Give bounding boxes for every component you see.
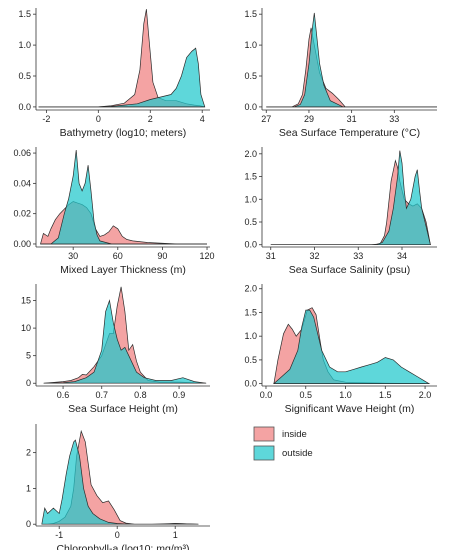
x-tick-label: 30 [68, 251, 78, 261]
x-tick-label: 34 [397, 251, 407, 261]
y-tick-label: 2.0 [244, 284, 257, 294]
y-tick-label: 1.5 [18, 9, 31, 19]
y-tick-label: 5 [26, 351, 31, 361]
x-tick-label: 4 [200, 114, 205, 124]
y-tick-label: 0.5 [18, 71, 31, 81]
y-tick-label: 1 [26, 483, 31, 493]
y-tick-label: 0.04 [13, 178, 31, 188]
x-axis-title: Chlorophyll-a (log10; mg/m³) [56, 543, 189, 550]
y-tick-label: 0.00 [13, 239, 31, 249]
x-axis-title: Bathymetry (log10; meters) [60, 127, 187, 139]
density-panel-sea-surface-salinity: 31 32 33 34 0.0 0.5 1.0 1.5 2.0 Sea Surface Salin… [244, 147, 437, 276]
y-tick-label: 0.5 [244, 217, 257, 227]
x-axis-title: Significant Wave Height (m) [285, 403, 415, 415]
x-tick-label: -1 [55, 530, 63, 540]
density-area-outside [270, 150, 431, 246]
density-area-inside [266, 27, 437, 108]
y-tick-label: 2.0 [244, 149, 257, 159]
legend-label-outside: outside [282, 448, 313, 459]
x-axis-title: Sea Surface Salinity (psu) [289, 264, 410, 276]
density-area-outside [38, 47, 206, 108]
y-tick-label: 1.0 [18, 40, 31, 50]
x-axis-title: Sea Surface Height (m) [68, 403, 178, 415]
density-area-outside [43, 299, 207, 384]
y-tick-label: 0.5 [244, 355, 257, 365]
y-tick-label: 2 [26, 448, 31, 458]
y-tick-label: 1.5 [244, 9, 257, 19]
y-tick-label: 1.5 [244, 172, 257, 182]
x-tick-label: 0 [96, 114, 101, 124]
y-tick-label: 15 [21, 296, 31, 306]
x-tick-label: 0.0 [260, 390, 273, 400]
x-axis-title: Mixed Layer Thickness (m) [60, 264, 186, 276]
density-panel-mixed-layer-thickness: 30 60 90 120 0.00 0.02 0.04 0.06 Mixed Layer Thi… [13, 147, 215, 276]
density-area-outside [41, 439, 199, 525]
x-tick-label: 1 [173, 530, 178, 540]
x-tick-label: 0 [115, 530, 120, 540]
x-tick-label: 60 [113, 251, 123, 261]
x-tick-label: 2.0 [419, 390, 432, 400]
y-tick-label: 0 [26, 519, 31, 529]
x-tick-label: 33 [389, 114, 399, 124]
legend-label-inside: inside [282, 429, 307, 440]
x-tick-label: 0.5 [299, 390, 312, 400]
x-tick-label: 1.0 [339, 390, 352, 400]
y-tick-label: 1.0 [244, 331, 257, 341]
y-tick-label: 1.0 [244, 40, 257, 50]
x-tick-label: 0.7 [95, 390, 108, 400]
x-tick-label: 0.8 [134, 390, 147, 400]
y-tick-label: 10 [21, 323, 31, 333]
x-tick-label: 0.9 [173, 390, 186, 400]
density-area-outside [272, 309, 431, 384]
y-tick-label: 0.02 [13, 209, 31, 219]
y-tick-label: 1.0 [244, 194, 257, 204]
y-tick-label: 0.0 [244, 102, 257, 112]
x-tick-label: 120 [200, 251, 215, 261]
legend-swatch-outside [253, 445, 275, 461]
x-tick-label: 31 [347, 114, 357, 124]
y-tick-label: 0.0 [244, 240, 257, 250]
x-tick-label: 1.5 [379, 390, 392, 400]
density-area-outside [40, 149, 207, 245]
density-panel-chlorophyll-a: -1 0 1 0 1 2 Chlorophyll-a (log10; mg/m³) [26, 424, 210, 550]
y-tick-label: 0.5 [244, 71, 257, 81]
x-tick-label: 2 [148, 114, 153, 124]
y-tick-label: 0.06 [13, 148, 31, 158]
legend-swatch-inside [253, 426, 275, 442]
x-tick-label: 32 [309, 251, 319, 261]
x-tick-label: 33 [353, 251, 363, 261]
x-tick-label: -2 [42, 114, 50, 124]
x-tick-label: 0.6 [57, 390, 70, 400]
density-area-outside [266, 12, 437, 108]
y-tick-label: 0.0 [18, 102, 31, 112]
x-axis-title: Sea Surface Temperature (°C) [279, 127, 420, 139]
x-tick-label: 90 [157, 251, 167, 261]
density-panel-sea-surface-temperature: 27 29 31 33 0.0 0.5 1.0 1.5 Sea Surface Temperat… [244, 8, 437, 139]
x-tick-label: 29 [304, 114, 314, 124]
density-panel-sea-surface-height: 0.6 0.7 0.8 0.9 0 5 10 15 Sea Surface Height (m) [21, 284, 210, 415]
y-tick-label: 0.0 [244, 379, 257, 389]
density-panel-significant-wave-height: 0.0 0.5 1.0 1.5 2.0 0.0 0.5 1.0 1.5 2.0 Significan… [244, 284, 437, 415]
y-tick-label: 1.5 [244, 307, 257, 317]
y-tick-label: 0 [26, 378, 31, 388]
density-panel-bathymetry: -2 0 2 4 0.0 0.5 1.0 1.5 Bathymetry (log10; mete… [18, 8, 210, 139]
x-tick-label: 31 [266, 251, 276, 261]
legend: inside outside [253, 426, 313, 461]
x-tick-label: 27 [261, 114, 271, 124]
